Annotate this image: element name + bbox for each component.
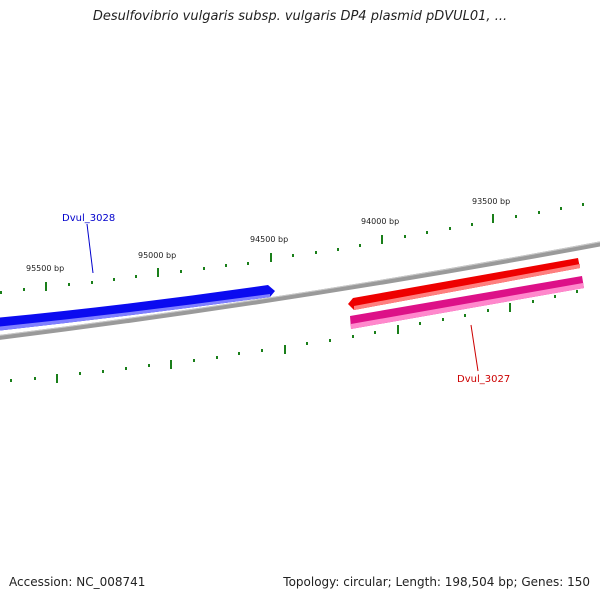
tick-mark bbox=[532, 300, 534, 303]
backbone-arc-highlight bbox=[0, 241, 600, 336]
tick-mark-major bbox=[270, 253, 272, 262]
tick-mark-major bbox=[157, 268, 159, 277]
tick-mark bbox=[292, 254, 294, 257]
tick-mark-major bbox=[397, 325, 399, 334]
tick-mark bbox=[315, 251, 317, 254]
tick-mark bbox=[337, 248, 339, 251]
tick-mark bbox=[560, 207, 562, 210]
map-title: Desulfovibrio vulgaris subsp. vulgaris D… bbox=[92, 9, 508, 24]
tick-label: 95000 bp bbox=[138, 251, 176, 260]
tick-mark bbox=[68, 283, 70, 286]
inner-tick-ring bbox=[10, 290, 578, 383]
gene-dvul-3028[interactable] bbox=[0, 285, 275, 331]
tick-mark bbox=[79, 372, 81, 375]
gene-label-dvul-3027[interactable]: Dvul_3027 bbox=[457, 374, 510, 385]
backbone-arc bbox=[0, 241, 600, 340]
gene-arrow-shade bbox=[354, 264, 580, 310]
tick-mark bbox=[0, 291, 2, 294]
tick-mark-major bbox=[45, 282, 47, 291]
tick-mark bbox=[261, 349, 263, 352]
tick-mark bbox=[419, 322, 421, 325]
tick-mark-major bbox=[56, 374, 58, 383]
tick-mark bbox=[471, 223, 473, 226]
tick-mark bbox=[352, 335, 354, 338]
tick-mark bbox=[582, 203, 584, 206]
tick-mark bbox=[10, 379, 12, 382]
outer-tick-ring bbox=[0, 203, 584, 294]
tick-mark bbox=[91, 281, 93, 284]
tick-mark bbox=[102, 370, 104, 373]
tick-mark bbox=[329, 339, 331, 342]
tick-mark bbox=[135, 275, 137, 278]
tick-mark bbox=[203, 267, 205, 270]
tick-mark bbox=[125, 367, 127, 370]
tick-mark bbox=[449, 227, 451, 230]
tick-mark bbox=[238, 352, 240, 355]
tick-mark bbox=[225, 264, 227, 267]
tick-mark-major bbox=[509, 303, 511, 312]
tick-mark bbox=[576, 290, 578, 293]
gene-arrow-shade bbox=[351, 283, 584, 329]
tick-mark bbox=[193, 359, 195, 362]
tick-mark bbox=[306, 342, 308, 345]
tick-mark bbox=[554, 295, 556, 298]
tick-mark bbox=[180, 270, 182, 273]
gene-arrow bbox=[0, 285, 275, 331]
gene-label-dvul-3028[interactable]: Dvul_3028 bbox=[62, 213, 115, 224]
tick-mark bbox=[374, 331, 376, 334]
tick-mark bbox=[148, 364, 150, 367]
tick-mark bbox=[538, 211, 540, 214]
tick-mark bbox=[464, 314, 466, 317]
tick-mark bbox=[515, 215, 517, 218]
tick-label: 94000 bp bbox=[361, 217, 399, 226]
tick-mark bbox=[442, 318, 444, 321]
tick-mark bbox=[359, 244, 361, 247]
tick-mark bbox=[404, 235, 406, 238]
tick-mark bbox=[487, 309, 489, 312]
tick-mark-major bbox=[284, 345, 286, 354]
summary-label: Topology: circular; Length: 198,504 bp; … bbox=[283, 575, 590, 589]
tick-mark-major bbox=[170, 360, 172, 369]
gene-arrow-shade bbox=[0, 294, 270, 331]
leader-line-dvul-3027 bbox=[470, 324, 479, 372]
tick-mark bbox=[247, 262, 249, 265]
leader-line-dvul-3028 bbox=[86, 223, 94, 274]
tick-mark bbox=[34, 377, 36, 380]
tick-mark bbox=[113, 278, 115, 281]
accession-label: Accession: NC_008741 bbox=[9, 575, 146, 589]
tick-label: 95500 bp bbox=[26, 264, 64, 273]
tick-label: 94500 bp bbox=[250, 235, 288, 244]
tick-mark bbox=[23, 288, 25, 291]
tick-mark-major bbox=[492, 214, 494, 223]
gene-magenta[interactable] bbox=[350, 276, 584, 329]
tick-mark bbox=[426, 231, 428, 234]
tick-label: 93500 bp bbox=[472, 197, 510, 206]
tick-mark-major bbox=[381, 235, 383, 244]
gene-dvul-3027[interactable] bbox=[348, 258, 580, 310]
tick-mark bbox=[216, 356, 218, 359]
